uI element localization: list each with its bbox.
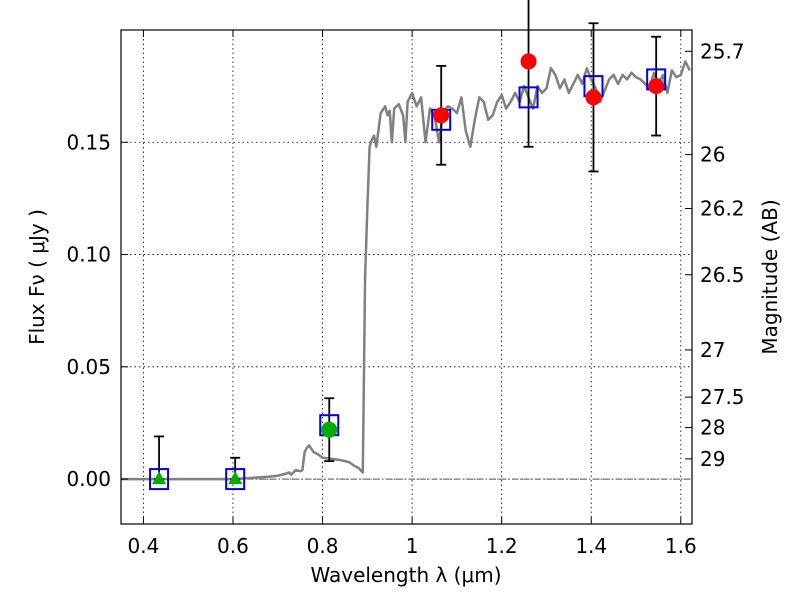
data-points [149, 0, 667, 491]
upper-limit-triangle [228, 471, 243, 485]
detection-point [585, 89, 602, 106]
right-tick-label: 27 [700, 338, 725, 362]
spectrum-line [121, 60, 691, 481]
x-tick-label: 1.6 [665, 534, 697, 558]
model-square [149, 468, 170, 491]
detection-point [648, 78, 665, 95]
detection-point [321, 421, 338, 438]
right-axis-label: Magnitude (AB) [758, 199, 782, 354]
right-tick-label: 26 [700, 143, 725, 167]
axes: 0.4 0.6 0.8 1 1.2 1.4 1.6 0.00 0.05 0.10 0.15 25.7 2… [66, 30, 745, 558]
plot-area [121, 60, 692, 481]
detection-point [520, 53, 537, 70]
upper-limit-triangle [152, 471, 167, 485]
right-tick-label: 25.7 [700, 39, 745, 63]
model-square [518, 86, 539, 109]
right-tick-label: 28 [700, 415, 725, 439]
y-tick-label: 0.15 [66, 130, 111, 154]
y-axis-label: Flux Fν ( μJy ) [25, 209, 49, 345]
right-tick-label: 29 [700, 447, 725, 471]
model-square [225, 468, 246, 491]
y-tick-label: 0.10 [66, 243, 111, 267]
x-axis-label: Wavelength λ (μm) [310, 563, 501, 587]
x-tick-label: 0.6 [217, 534, 249, 558]
x-tick-label: 1.4 [575, 534, 607, 558]
right-tick-label: 26.5 [700, 263, 745, 287]
y-tick-label: 0.00 [66, 467, 111, 491]
detection-point [433, 107, 450, 124]
plot-frame [120, 29, 693, 525]
right-tick-label: 27.5 [700, 385, 745, 409]
y-tick-label: 0.05 [66, 355, 111, 379]
x-tick-label: 0.8 [307, 534, 339, 558]
x-tick-label: 1 [406, 534, 419, 558]
x-tick-label: 0.4 [127, 534, 159, 558]
right-tick-label: 26.2 [700, 197, 745, 221]
x-tick-label: 1.2 [486, 534, 518, 558]
